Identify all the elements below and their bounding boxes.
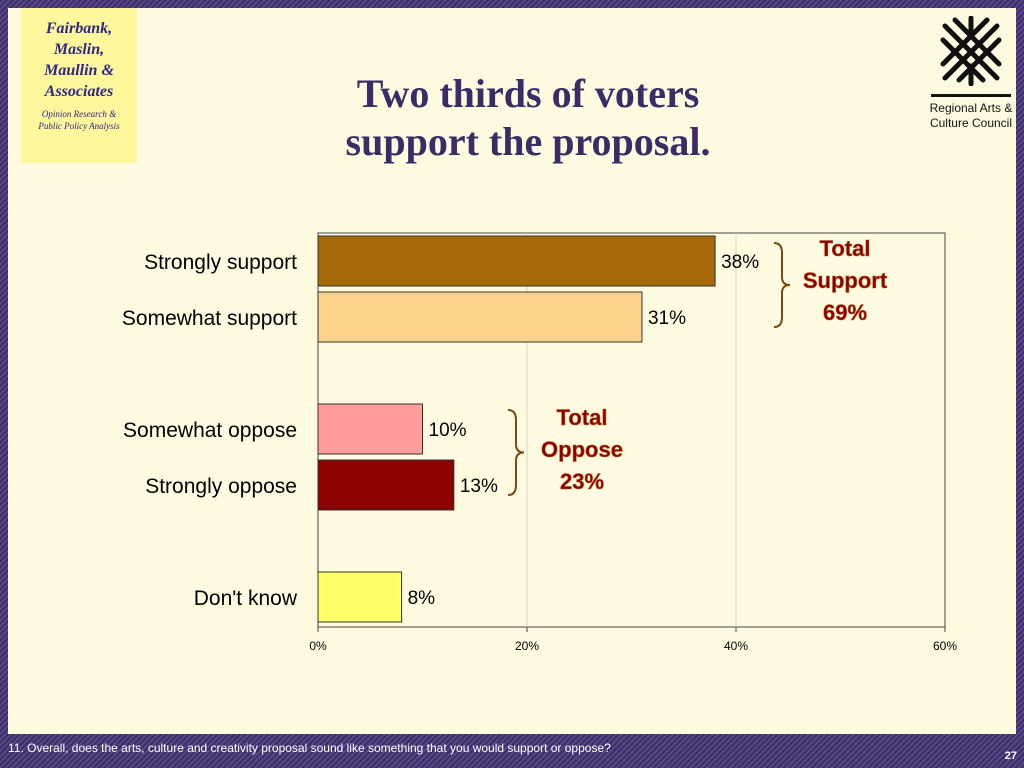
slide-title: Two thirds of voters support the proposa… — [345, 71, 711, 164]
x-tick-label: 0% — [309, 639, 327, 653]
data-label: 38% — [721, 252, 759, 273]
category-label: Somewhat support — [122, 307, 297, 330]
group-label-line: 69% — [823, 300, 867, 325]
logo-text: Regional Arts & Culture Council — [929, 101, 1013, 130]
oppose-brace — [507, 409, 525, 496]
regional-arts-weave-icon — [940, 15, 1002, 87]
council-logo: Regional Arts & Culture Council — [916, 15, 1024, 131]
survey-question: 11. Overall, does the arts, culture and … — [8, 741, 611, 755]
category-label: Strongly oppose — [145, 475, 297, 498]
category-label: Somewhat oppose — [123, 419, 297, 442]
total-support-label: Total Support 69% — [803, 236, 888, 325]
bar — [317, 459, 455, 511]
firm-tagline: Opinion Research & Public Policy Analysi… — [38, 109, 120, 131]
x-tick-label: 20% — [515, 639, 539, 653]
logo-rule — [931, 94, 1011, 97]
data-label: 31% — [648, 308, 686, 329]
group-label-line: Support — [803, 268, 888, 293]
bar — [317, 291, 643, 343]
data-label: 10% — [429, 420, 467, 441]
group-label-line: Total — [557, 405, 608, 430]
x-tick-label: 60% — [933, 639, 957, 653]
category-label: Strongly support — [144, 251, 297, 274]
firm-name: Fairbank, Maslin, Maullin & Associates — [44, 20, 114, 100]
group-label-line: Total — [820, 236, 871, 261]
total-oppose-label: Total Oppose 23% — [541, 405, 623, 494]
bar — [317, 571, 403, 623]
page-number: 27 — [1004, 750, 1017, 762]
group-label-line: Oppose — [541, 437, 623, 462]
data-label: 13% — [460, 476, 498, 497]
group-label-line: 23% — [560, 469, 604, 494]
support-brace — [773, 242, 791, 328]
bar — [317, 235, 716, 287]
data-label: 8% — [408, 588, 436, 609]
firm-logo-box: Fairbank, Maslin, Maullin & Associates O… — [21, 8, 137, 163]
x-tick-label: 40% — [724, 639, 748, 653]
bar — [317, 403, 423, 455]
category-label: Don't know — [194, 587, 298, 610]
